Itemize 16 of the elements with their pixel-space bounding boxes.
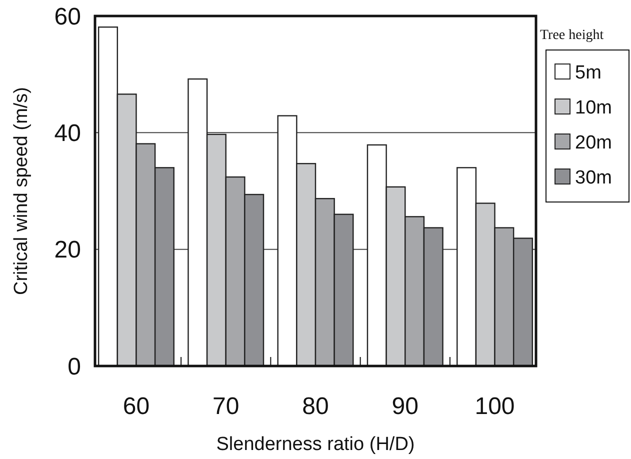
x-tick-label: 80 xyxy=(302,393,329,420)
legend-label: 10m xyxy=(575,98,612,119)
y-tick-label: 20 xyxy=(54,236,81,264)
y-tick-label: 40 xyxy=(54,120,81,148)
x-tick-label: 100 xyxy=(474,393,515,420)
x-tick-label: 60 xyxy=(122,393,150,420)
y-tick-label: 60 xyxy=(54,3,81,30)
y-tick-label: 0 xyxy=(68,353,81,380)
x-tick-label: 70 xyxy=(212,393,240,420)
legend-label: 5m xyxy=(575,62,602,84)
x-axis-title: Slenderness ratio (H/D) xyxy=(216,434,415,455)
legend-title: Tree height xyxy=(540,28,604,43)
legend-label: 30m xyxy=(575,168,612,189)
legend-label: 20m xyxy=(575,132,612,154)
x-tick-label: 90 xyxy=(392,393,418,420)
y-axis-title: Critical wind speed (m/s) xyxy=(11,87,32,295)
